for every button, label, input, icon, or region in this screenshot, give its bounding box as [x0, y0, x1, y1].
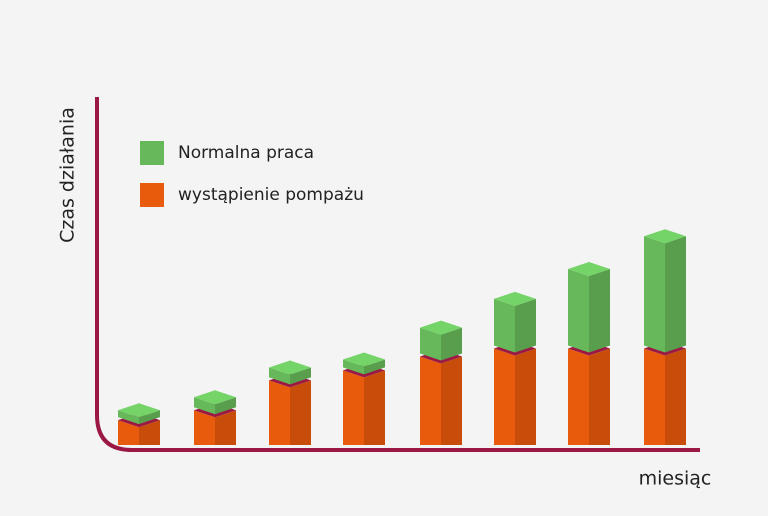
bar-segment [568, 341, 610, 445]
bar-face-right [215, 410, 236, 445]
bar-face-top [494, 291, 536, 306]
bar-face-left [194, 410, 215, 445]
bar-face-left [118, 410, 139, 425]
bar-face-right [290, 367, 311, 385]
bar-face-left [343, 359, 364, 375]
bar-segment [644, 229, 686, 353]
bar-face-left [194, 397, 215, 415]
bar-face-top [118, 403, 160, 418]
bar-face-right [364, 359, 385, 375]
bar-segment [568, 262, 610, 353]
bar-face-right [589, 348, 610, 445]
bar-face-left [269, 380, 290, 445]
bar-face-left [420, 356, 441, 445]
bar-segment [494, 341, 536, 445]
bar-segment [194, 390, 236, 415]
axis-line [95, 97, 700, 452]
bar-face-top [420, 320, 462, 335]
bar-face-left [644, 348, 665, 445]
bar-face-left [343, 370, 364, 445]
bar-face-left [118, 420, 139, 445]
bar-face-left [568, 269, 589, 353]
bar-face-left [269, 367, 290, 385]
bar-face-left [494, 298, 515, 353]
legend-label: Normalna praca [178, 143, 314, 163]
bar-face-right [139, 420, 160, 445]
bar-segment [343, 363, 385, 445]
bar-face-right [665, 348, 686, 445]
bar-face-right [441, 356, 462, 445]
x-axis-label: miesiąc [639, 468, 712, 490]
bar-segment [420, 320, 462, 361]
bar-face-right [364, 370, 385, 445]
bar-segment [420, 349, 462, 445]
bar-face-right [515, 298, 536, 353]
legend-swatch [140, 183, 164, 207]
bar-face-right [441, 327, 462, 361]
bar-face-right [589, 269, 610, 353]
legend-swatch [140, 141, 164, 165]
bar-face-right [515, 348, 536, 445]
bar-segment [118, 403, 160, 425]
bar-face-left [568, 348, 589, 445]
bar-segment [494, 291, 536, 353]
legend-label: wystąpienie pompażu [178, 185, 364, 205]
bar-segment [343, 352, 385, 375]
bar-face-top [568, 262, 610, 277]
bar-face-right [139, 410, 160, 425]
bar-face-right [290, 380, 311, 445]
bar-face-top [644, 229, 686, 244]
bar-face-right [215, 397, 236, 415]
y-axis-label: Czas działania [57, 107, 79, 243]
bar-face-left [644, 236, 665, 353]
bar-face-top [194, 390, 236, 405]
bar-face-left [494, 348, 515, 445]
bar-face-top [343, 352, 385, 367]
bar-face-right [665, 236, 686, 353]
bar-segment [644, 341, 686, 445]
bar-face-left [420, 327, 441, 361]
bar-segment [269, 360, 311, 385]
bar-face-top [269, 360, 311, 375]
